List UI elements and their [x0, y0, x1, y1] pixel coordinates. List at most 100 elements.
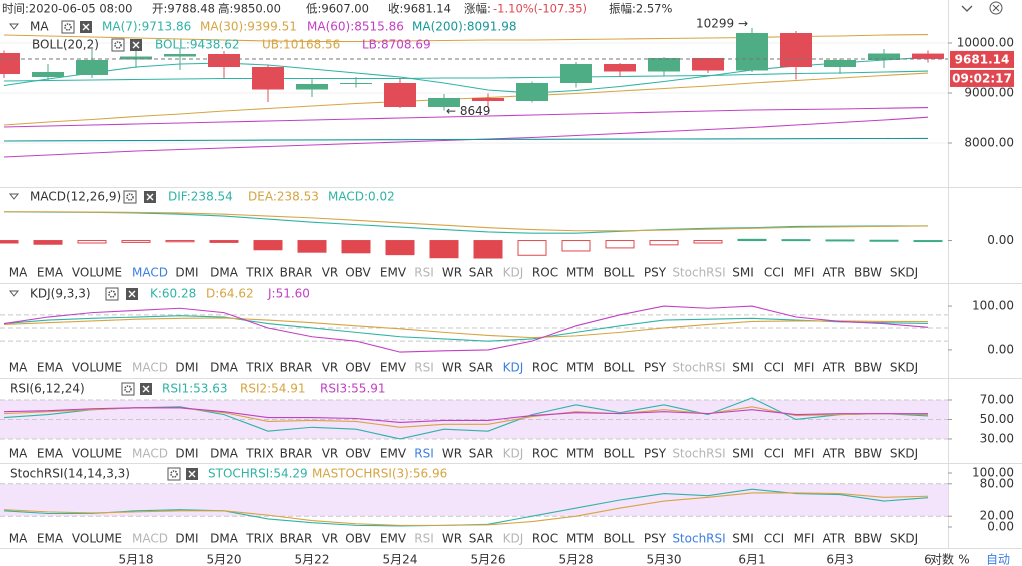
- indicator-tab[interactable]: KDJ: [503, 532, 524, 546]
- remove-icon-cross[interactable]: [128, 290, 136, 298]
- indicator-tab[interactable]: OBV: [345, 532, 371, 546]
- close-button[interactable]: [989, 1, 1003, 15]
- indicator-tab[interactable]: ATR: [823, 447, 846, 461]
- settings-icon[interactable]: [111, 38, 125, 52]
- indicator-tab[interactable]: TRIX: [245, 266, 273, 280]
- indicator-tab[interactable]: MTM: [566, 361, 594, 375]
- indicator-tab[interactable]: WR: [442, 266, 462, 280]
- indicator-tab[interactable]: MA: [9, 447, 28, 461]
- indicator-tab[interactable]: MA: [9, 361, 28, 375]
- indicator-tab[interactable]: MACD: [132, 532, 168, 546]
- indicator-tab[interactable]: DMI: [175, 532, 198, 546]
- indicator-tab[interactable]: TRIX: [245, 361, 273, 375]
- indicator-tab[interactable]: SKDJ: [890, 447, 918, 461]
- indicator-tab[interactable]: ROC: [532, 447, 558, 461]
- indicator-tab[interactable]: CCI: [764, 266, 784, 280]
- settings-icon[interactable]: [105, 287, 119, 301]
- indicator-tab[interactable]: MTM: [566, 532, 594, 546]
- indicator-tab[interactable]: StochRSI: [672, 361, 725, 375]
- indicator-tab[interactable]: StochRSI: [672, 532, 725, 546]
- indicator-tab[interactable]: SMI: [732, 266, 754, 280]
- indicator-tab[interactable]: MFI: [794, 532, 815, 546]
- settings-icon-gear[interactable]: [108, 290, 116, 298]
- indicator-tab[interactable]: OBV: [345, 447, 371, 461]
- indicator-tab[interactable]: ATR: [823, 266, 846, 280]
- indicator-tab[interactable]: MFI: [794, 266, 815, 280]
- indicator-tab[interactable]: StochRSI: [672, 447, 725, 461]
- indicator-tab[interactable]: DMI: [175, 361, 198, 375]
- indicator-tab[interactable]: VOLUME: [72, 266, 122, 280]
- indicator-tab[interactable]: KDJ: [503, 266, 524, 280]
- indicator-tab[interactable]: TRIX: [245, 532, 273, 546]
- indicator-tab[interactable]: MFI: [794, 361, 815, 375]
- indicator-tab[interactable]: BBW: [854, 447, 882, 461]
- indicator-tab[interactable]: MACD: [132, 266, 168, 280]
- indicator-tab[interactable]: TRIX: [245, 447, 273, 461]
- settings-icon-gear[interactable]: [170, 470, 178, 478]
- indicator-tab[interactable]: ATR: [823, 532, 846, 546]
- indicator-tab[interactable]: BOLL: [604, 447, 635, 461]
- indicator-tab[interactable]: MACD: [132, 361, 168, 375]
- remove-icon-cross[interactable]: [146, 193, 154, 201]
- indicator-tab[interactable]: SAR: [469, 266, 493, 280]
- indicator-tab[interactable]: MACD: [132, 447, 168, 461]
- indicator-tab[interactable]: ROC: [532, 266, 558, 280]
- settings-icon[interactable]: [123, 190, 137, 204]
- indicator-tab[interactable]: BBW: [854, 361, 882, 375]
- indicator-tab[interactable]: CCI: [764, 532, 784, 546]
- indicator-tab[interactable]: StochRSI: [672, 266, 725, 280]
- indicator-tab[interactable]: WR: [442, 532, 462, 546]
- indicator-tab[interactable]: CCI: [764, 447, 784, 461]
- indicator-tab[interactable]: RSI: [414, 532, 434, 546]
- remove-icon-cross[interactable]: [142, 385, 150, 393]
- indicator-tab[interactable]: ATR: [823, 361, 846, 375]
- indicator-tab[interactable]: MTM: [566, 266, 594, 280]
- remove-icon-cross[interactable]: [132, 41, 140, 49]
- indicator-tab[interactable]: SKDJ: [890, 532, 918, 546]
- indicator-tab[interactable]: SKDJ: [890, 266, 918, 280]
- indicator-tab[interactable]: DMI: [175, 266, 198, 280]
- indicator-tab[interactable]: PSY: [644, 532, 667, 546]
- indicator-tab[interactable]: MA: [9, 532, 28, 546]
- indicator-tab[interactable]: SMI: [732, 532, 754, 546]
- remove-icon-cross[interactable]: [82, 23, 90, 31]
- settings-icon[interactable]: [61, 20, 75, 34]
- indicator-tab[interactable]: EMA: [37, 532, 64, 546]
- collapse-arrow[interactable]: [8, 193, 20, 200]
- indicator-tab[interactable]: BOLL: [604, 361, 635, 375]
- indicator-tab[interactable]: OBV: [345, 266, 371, 280]
- indicator-tab[interactable]: EMV: [380, 532, 407, 546]
- settings-icon-gear[interactable]: [124, 385, 132, 393]
- indicator-tab[interactable]: BRAR: [280, 266, 313, 280]
- indicator-tab[interactable]: VOLUME: [72, 532, 122, 546]
- indicator-tab[interactable]: EMV: [380, 447, 407, 461]
- indicator-tab[interactable]: EMA: [37, 447, 64, 461]
- indicator-tab[interactable]: BRAR: [280, 532, 313, 546]
- axis-control[interactable]: %: [958, 553, 969, 566]
- indicator-tab[interactable]: WR: [442, 447, 462, 461]
- indicator-tab[interactable]: ROC: [532, 532, 558, 546]
- settings-icon-gear[interactable]: [64, 23, 72, 31]
- indicator-tab[interactable]: KDJ: [503, 447, 524, 461]
- collapse-arrow[interactable]: [8, 23, 20, 30]
- indicator-tab[interactable]: SKDJ: [890, 361, 918, 375]
- indicator-tab[interactable]: PSY: [644, 266, 667, 280]
- indicator-tab[interactable]: RSI: [414, 266, 434, 280]
- indicator-tab[interactable]: VR: [322, 447, 339, 461]
- indicator-tab[interactable]: EMV: [380, 266, 407, 280]
- axis-control[interactable]: 自动: [986, 553, 1010, 566]
- indicator-tab[interactable]: VR: [322, 266, 339, 280]
- indicator-tab[interactable]: WR: [442, 361, 462, 375]
- indicator-tab[interactable]: BRAR: [280, 361, 313, 375]
- indicator-tab[interactable]: BOLL: [604, 532, 635, 546]
- indicator-tab[interactable]: EMA: [37, 266, 64, 280]
- collapse-button[interactable]: [961, 5, 973, 12]
- indicator-tab[interactable]: DMA: [210, 266, 239, 280]
- indicator-tab[interactable]: EMV: [380, 361, 407, 375]
- indicator-tab[interactable]: DMA: [210, 532, 239, 546]
- indicator-tab[interactable]: BBW: [854, 532, 882, 546]
- indicator-tab[interactable]: DMA: [210, 361, 239, 375]
- indicator-tab[interactable]: ROC: [532, 361, 558, 375]
- indicator-tab[interactable]: VR: [322, 361, 339, 375]
- indicator-tab[interactable]: DMI: [175, 447, 198, 461]
